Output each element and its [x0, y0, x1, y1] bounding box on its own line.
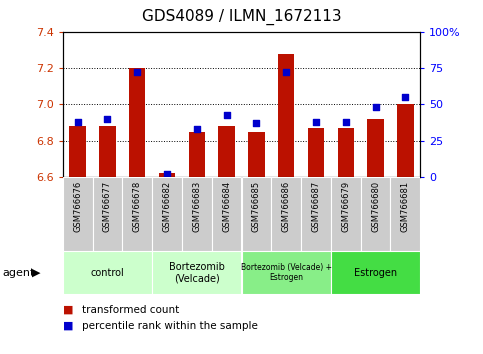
Text: Bortezomib (Velcade) +
Estrogen: Bortezomib (Velcade) + Estrogen: [241, 263, 332, 282]
Text: GSM766683: GSM766683: [192, 181, 201, 232]
Bar: [152, 177, 182, 251]
Text: GSM766685: GSM766685: [252, 181, 261, 232]
Text: ▶: ▶: [32, 268, 41, 278]
Bar: [152, 251, 242, 294]
Text: GSM766676: GSM766676: [73, 181, 82, 232]
Text: ■: ■: [63, 305, 73, 315]
Bar: [331, 177, 361, 251]
Point: [342, 119, 350, 125]
Bar: [331, 251, 420, 294]
Bar: [129, 68, 145, 177]
Bar: [361, 177, 390, 251]
Text: transformed count: transformed count: [82, 305, 179, 315]
Text: GSM766684: GSM766684: [222, 181, 231, 232]
Bar: [368, 119, 384, 177]
Bar: [189, 132, 205, 177]
Bar: [99, 126, 115, 177]
Bar: [308, 128, 324, 177]
Bar: [63, 177, 93, 251]
Bar: [182, 177, 212, 251]
Bar: [122, 177, 152, 251]
Text: GSM766677: GSM766677: [103, 181, 112, 232]
Point: [372, 104, 380, 110]
Text: GSM766682: GSM766682: [163, 181, 171, 232]
Bar: [218, 126, 235, 177]
Point: [74, 119, 82, 125]
Bar: [301, 177, 331, 251]
Text: GDS4089 / ILMN_1672113: GDS4089 / ILMN_1672113: [142, 9, 341, 25]
Text: Estrogen: Estrogen: [354, 268, 397, 278]
Point: [253, 120, 260, 126]
Text: agent: agent: [2, 268, 35, 278]
Text: GSM766678: GSM766678: [133, 181, 142, 232]
Point: [282, 70, 290, 75]
Text: GSM766680: GSM766680: [371, 181, 380, 232]
Bar: [248, 132, 265, 177]
Text: GSM766679: GSM766679: [341, 181, 350, 232]
Bar: [338, 128, 354, 177]
Bar: [70, 126, 86, 177]
Text: GSM766687: GSM766687: [312, 181, 320, 232]
Bar: [242, 251, 331, 294]
Point: [104, 116, 112, 122]
Point: [401, 95, 409, 100]
Bar: [212, 177, 242, 251]
Bar: [242, 177, 271, 251]
Bar: [93, 177, 122, 251]
Point: [193, 126, 201, 132]
Text: Bortezomib
(Velcade): Bortezomib (Velcade): [169, 262, 225, 284]
Point: [133, 70, 141, 75]
Text: percentile rank within the sample: percentile rank within the sample: [82, 321, 258, 331]
Point: [223, 112, 230, 118]
Bar: [159, 173, 175, 177]
Text: ■: ■: [63, 321, 73, 331]
Bar: [278, 54, 294, 177]
Bar: [271, 177, 301, 251]
Bar: [397, 104, 413, 177]
Bar: [63, 251, 152, 294]
Bar: [390, 177, 420, 251]
Text: GSM766686: GSM766686: [282, 181, 291, 232]
Point: [312, 119, 320, 125]
Text: GSM766681: GSM766681: [401, 181, 410, 232]
Point: [163, 171, 171, 177]
Text: control: control: [91, 268, 124, 278]
